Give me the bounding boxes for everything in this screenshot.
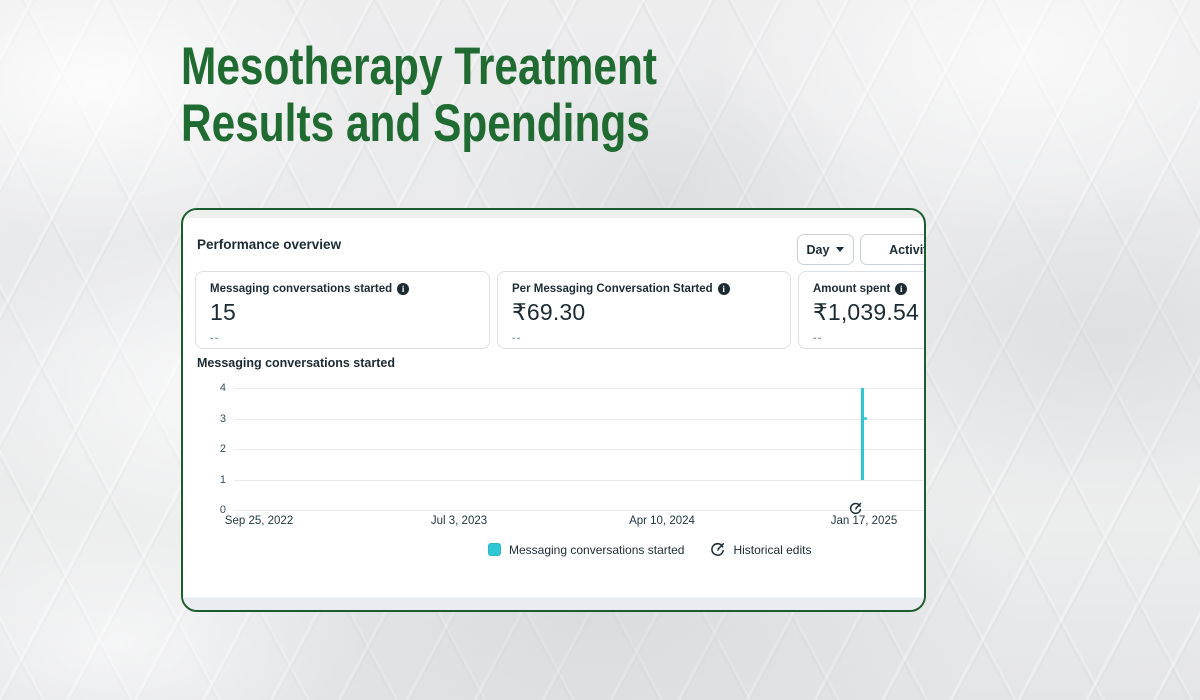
line-chart-plot-area: 4 3 2 1 0	[220, 382, 924, 516]
metric-value: ₹69.30	[512, 299, 586, 325]
gridline: 0	[220, 504, 924, 516]
y-tick-label: 4	[219, 382, 226, 394]
metric-value: 15	[210, 299, 236, 325]
info-icon[interactable]: i	[397, 283, 410, 295]
page-title-line-1: Mesotherapy Treatment	[181, 37, 657, 96]
y-tick-label: 3	[219, 412, 226, 425]
gridline: 3	[220, 413, 924, 425]
metric-label: Amount spent	[813, 283, 891, 295]
gridline: 4	[220, 382, 924, 394]
card-bottom-strip	[183, 597, 924, 610]
legend-swatch-teal	[488, 543, 501, 556]
metric-card-per-conversation-cost: Per Messaging Conversation Started i ₹69…	[497, 271, 791, 349]
historical-edits-icon	[711, 542, 725, 556]
y-tick-label: 1	[219, 473, 226, 486]
gridline: 1	[220, 474, 924, 486]
y-tick-label: 0	[219, 504, 226, 516]
y-tick-label: 2	[219, 443, 226, 455]
metric-value: ₹1,039.54	[813, 299, 919, 325]
x-tick-label: Apr 10, 2024	[629, 515, 695, 527]
metric-card-messaging-conversations: Messaging conversations started i 15 --	[195, 271, 490, 349]
legend-item-historical-edits[interactable]: Historical edits	[710, 542, 811, 557]
day-dropdown-label: Day	[806, 242, 830, 257]
day-dropdown[interactable]: Day	[797, 234, 854, 265]
x-tick-label: Jul 3, 2023	[430, 515, 488, 527]
chevron-down-icon	[836, 247, 845, 252]
historical-edit-marker-icon[interactable]	[849, 502, 862, 515]
page-title: Mesotherapy Treatment Results and Spendi…	[181, 38, 657, 152]
metric-sub: --	[512, 332, 522, 344]
legend-label: Historical edits	[733, 542, 812, 557]
metric-sub: --	[210, 332, 220, 344]
x-axis: Sep 25, 2022 Jul 3, 2023 Apr 10, 2024 Ja…	[225, 515, 924, 531]
data-point-dot	[864, 417, 867, 420]
metric-label: Messaging conversations started	[210, 283, 393, 295]
chart-title: Messaging conversations started	[197, 356, 395, 370]
activity-history-label: Activity hi	[889, 242, 924, 257]
page-title-line-2: Results and Spendings	[181, 94, 650, 153]
info-icon[interactable]: i	[717, 283, 730, 295]
activity-history-button[interactable]: Activity hi	[860, 234, 924, 265]
metric-label: Per Messaging Conversation Started	[512, 283, 713, 295]
performance-overview-card: Performance overview Day Activity hi Mes…	[181, 208, 926, 612]
metric-card-amount-spent: Amount spent i ₹1,039.54 --	[798, 271, 924, 349]
info-icon[interactable]: i	[895, 283, 908, 295]
data-spike-line	[861, 388, 864, 480]
x-tick-label: Sep 25, 2022	[224, 515, 294, 527]
gridline: 2	[220, 443, 924, 455]
card-top-strip	[183, 210, 924, 218]
legend-item-messaging-conversations[interactable]: Messaging conversations started	[488, 543, 684, 557]
legend-label: Messaging conversations started	[509, 542, 685, 557]
chart-legend: Messaging conversations started Historic…	[488, 542, 811, 557]
x-tick-label: Jan 17, 2025	[830, 515, 898, 527]
metric-sub: --	[813, 332, 823, 344]
card-title: Performance overview	[197, 237, 342, 252]
